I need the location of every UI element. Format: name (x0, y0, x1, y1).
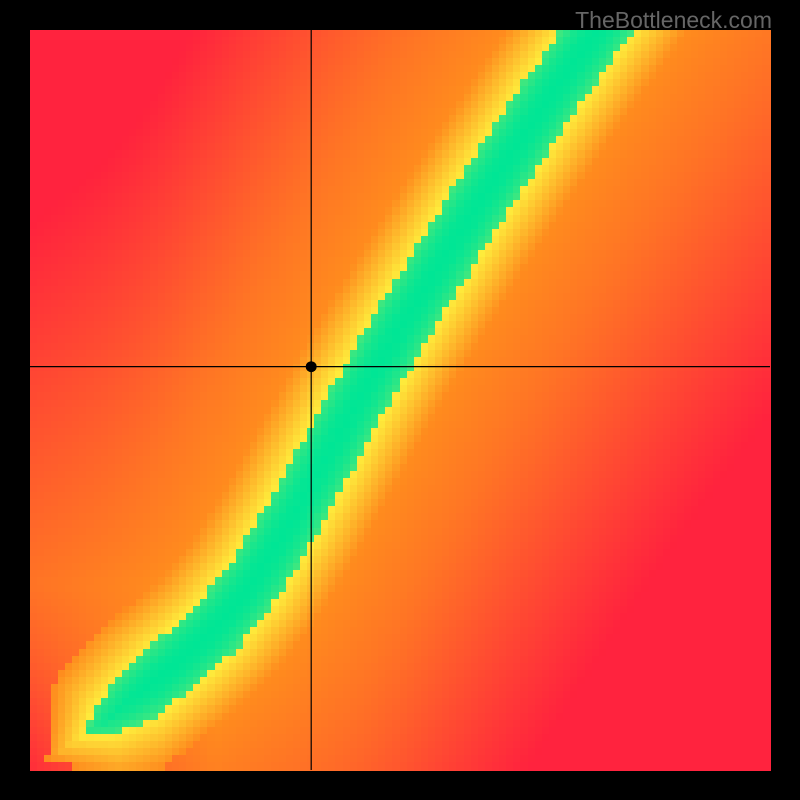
chart-container: TheBottleneck.com (0, 0, 800, 800)
watermark-label: TheBottleneck.com (575, 7, 772, 34)
bottleneck-heatmap (0, 0, 800, 800)
